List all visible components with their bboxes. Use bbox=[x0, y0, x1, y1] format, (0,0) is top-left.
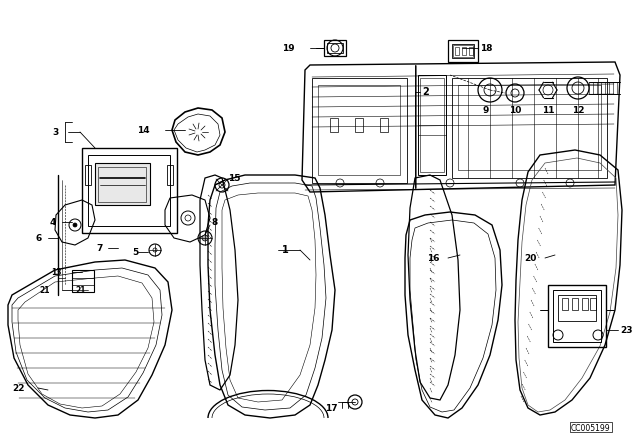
Bar bbox=[85, 165, 91, 185]
Bar bbox=[380, 118, 388, 132]
Bar bbox=[95, 163, 150, 205]
Bar bbox=[558, 295, 596, 321]
Text: CC005199: CC005199 bbox=[570, 423, 610, 432]
Text: 4: 4 bbox=[50, 217, 56, 227]
Text: 21: 21 bbox=[75, 285, 86, 294]
Text: 9: 9 bbox=[483, 105, 489, 115]
Bar bbox=[355, 118, 363, 132]
Bar bbox=[455, 47, 459, 55]
Bar bbox=[88, 155, 170, 226]
Bar bbox=[448, 40, 478, 62]
Bar bbox=[98, 167, 146, 202]
Bar bbox=[570, 422, 612, 432]
Text: 5: 5 bbox=[132, 247, 138, 257]
Bar bbox=[562, 298, 568, 310]
Bar bbox=[458, 85, 601, 170]
Bar bbox=[330, 118, 338, 132]
Bar bbox=[318, 85, 400, 175]
Bar bbox=[418, 75, 446, 175]
Text: 14: 14 bbox=[138, 125, 150, 134]
Text: 15: 15 bbox=[228, 173, 241, 182]
Circle shape bbox=[202, 235, 208, 241]
Circle shape bbox=[73, 223, 77, 227]
Text: 17: 17 bbox=[325, 404, 338, 413]
Bar bbox=[462, 47, 466, 55]
Bar bbox=[548, 285, 606, 347]
Text: 7: 7 bbox=[96, 244, 102, 253]
Text: 23: 23 bbox=[620, 326, 632, 335]
Bar bbox=[452, 78, 607, 178]
Text: 19: 19 bbox=[282, 43, 295, 52]
Bar bbox=[590, 298, 596, 310]
Bar bbox=[327, 43, 343, 53]
Text: 6: 6 bbox=[36, 233, 42, 242]
Bar bbox=[72, 270, 94, 292]
Bar bbox=[82, 148, 177, 233]
Bar bbox=[312, 78, 407, 183]
Bar bbox=[582, 298, 588, 310]
Text: 20: 20 bbox=[525, 254, 537, 263]
Bar bbox=[553, 290, 601, 342]
Text: 11: 11 bbox=[541, 105, 554, 115]
Bar bbox=[167, 165, 173, 185]
Bar bbox=[324, 40, 346, 56]
Text: 22: 22 bbox=[13, 383, 25, 392]
Text: 16: 16 bbox=[428, 254, 440, 263]
Text: 13: 13 bbox=[51, 267, 62, 276]
Text: 21: 21 bbox=[40, 285, 50, 294]
Text: 1: 1 bbox=[282, 245, 289, 255]
Text: 18: 18 bbox=[480, 43, 493, 52]
Bar bbox=[420, 78, 444, 172]
Bar bbox=[469, 47, 473, 55]
Text: 8: 8 bbox=[212, 217, 218, 227]
Text: 3: 3 bbox=[52, 128, 58, 137]
Bar bbox=[452, 44, 474, 58]
Text: 12: 12 bbox=[572, 105, 584, 115]
Bar bbox=[453, 45, 473, 57]
Text: 2: 2 bbox=[422, 87, 429, 97]
Text: 10: 10 bbox=[509, 105, 521, 115]
Bar bbox=[572, 298, 578, 310]
